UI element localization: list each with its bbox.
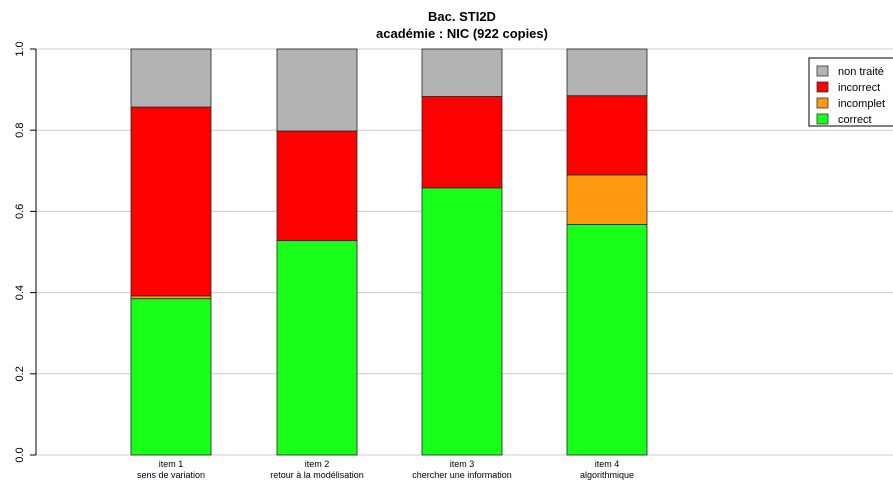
bar-segment-correct [421,187,503,456]
bar-segment-correct [566,223,648,456]
chart-title: Bac. STI2D [428,9,496,24]
bar-segment-correct [130,298,212,456]
bar-segment-incorrect [276,130,358,242]
legend: non traité incorrect incomplet correct [808,57,893,127]
legend-label: incomplet [838,98,885,110]
y-tick-label: 0.8 [14,123,26,138]
bar-segment-non-traité [421,48,503,97]
bar-segment-incomplet [566,174,648,225]
legend-swatch [816,81,829,93]
category-sublabel: chercher une information [412,470,512,480]
y-tick-label: 0.2 [14,366,26,381]
bar-segment-correct [276,240,358,456]
legend-swatch [816,97,829,109]
bar-segment-incorrect [130,106,212,297]
legend-swatch [816,113,829,125]
legend-label: incorrect [838,82,880,94]
y-tick-label: 1.0 [14,41,26,56]
y-tick-label: 0.4 [14,285,26,300]
bar-segment-non-traité [276,48,358,132]
y-tick-label: 0.6 [14,204,26,219]
bar-segment-incorrect [421,96,503,189]
bar-segment-incomplet [130,295,212,300]
legend-swatch [816,65,829,77]
category-label: item 1 [159,459,184,469]
bar-segment-incorrect [566,95,648,176]
legend-label: non traité [838,66,884,78]
category-label: item 2 [305,459,330,469]
legend-label: correct [838,114,872,126]
bar-segment-non-traité [130,48,212,108]
bars [130,48,648,456]
y-axis: 0.0 0.2 0.4 0.6 0.8 1.0 [14,41,37,463]
y-tick-label: 0.0 [14,447,26,462]
category-sublabel: retour à la modélisation [270,470,364,480]
category-label: item 3 [450,459,475,469]
category-sublabel: algorithmique [580,470,634,480]
category-sublabel: sens de variation [137,470,205,480]
category-label: item 4 [595,459,620,469]
chart-subtitle: académie : NIC (922 copies) [376,26,548,41]
bar-segment-non-traité [566,48,648,97]
